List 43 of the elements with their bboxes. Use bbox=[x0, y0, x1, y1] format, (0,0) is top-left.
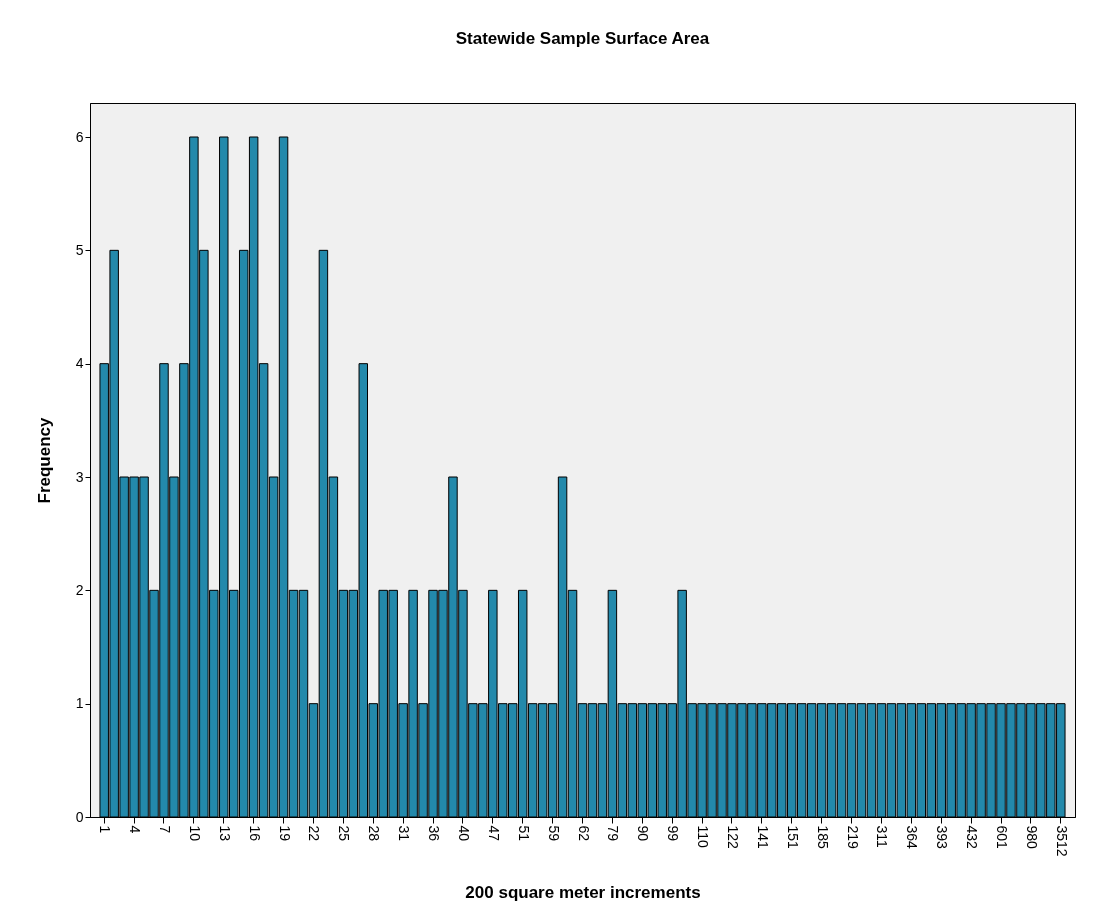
chart-title: Statewide Sample Surface Area bbox=[455, 29, 710, 48]
x-tick-label: 51 bbox=[515, 825, 532, 842]
y-tick-label: 4 bbox=[75, 355, 84, 372]
x-tick-label: 364 bbox=[904, 825, 921, 850]
x-tick-label: 980 bbox=[1023, 825, 1040, 850]
y-tick-label: 5 bbox=[75, 241, 84, 258]
x-tick-label: 16 bbox=[246, 825, 263, 842]
y-tick-label: 0 bbox=[75, 808, 84, 825]
x-tick-label: 13 bbox=[216, 825, 233, 842]
x-tick-label: 151 bbox=[784, 825, 801, 850]
y-axis-title: Frequency bbox=[34, 416, 54, 504]
x-tick-label: 3512 bbox=[1053, 825, 1070, 857]
x-tick-label: 40 bbox=[455, 825, 472, 842]
y-tick-label: 1 bbox=[75, 695, 84, 712]
x-tick-label: 185 bbox=[814, 825, 831, 850]
x-tick-label: 22 bbox=[306, 825, 323, 842]
x-tick-label: 47 bbox=[485, 825, 502, 842]
x-tick-label: 62 bbox=[575, 825, 592, 842]
x-tick-label: 90 bbox=[635, 825, 652, 842]
y-tick-label: 2 bbox=[75, 581, 84, 598]
x-tick-label: 4 bbox=[127, 825, 144, 834]
x-tick-label: 601 bbox=[994, 825, 1011, 850]
x-tick-label: 99 bbox=[665, 825, 682, 842]
x-tick-label: 19 bbox=[276, 825, 293, 842]
x-tick-label: 25 bbox=[336, 825, 353, 842]
x-tick-label: 31 bbox=[396, 825, 413, 842]
y-tick-label: 6 bbox=[75, 128, 84, 145]
x-tick-label: 432 bbox=[964, 825, 981, 850]
x-tick-label: 7 bbox=[156, 825, 173, 834]
x-tick-label: 311 bbox=[874, 825, 891, 849]
x-tick-label: 59 bbox=[545, 825, 562, 842]
x-tick-label: 79 bbox=[605, 825, 622, 842]
x-tick-label: 219 bbox=[844, 825, 861, 850]
x-tick-label: 122 bbox=[724, 825, 741, 850]
x-tick-label: 141 bbox=[754, 825, 771, 850]
x-tick-label: 28 bbox=[366, 825, 383, 842]
y-tick-label: 3 bbox=[75, 468, 84, 485]
x-tick-label: 393 bbox=[934, 825, 951, 850]
x-tick-label: 110 bbox=[695, 825, 712, 849]
x-tick-label: 1 bbox=[97, 825, 114, 834]
x-tick-label: 36 bbox=[426, 825, 443, 842]
x-axis-title: 200 square meter increments bbox=[465, 882, 701, 902]
x-tick-label: 10 bbox=[186, 825, 203, 842]
